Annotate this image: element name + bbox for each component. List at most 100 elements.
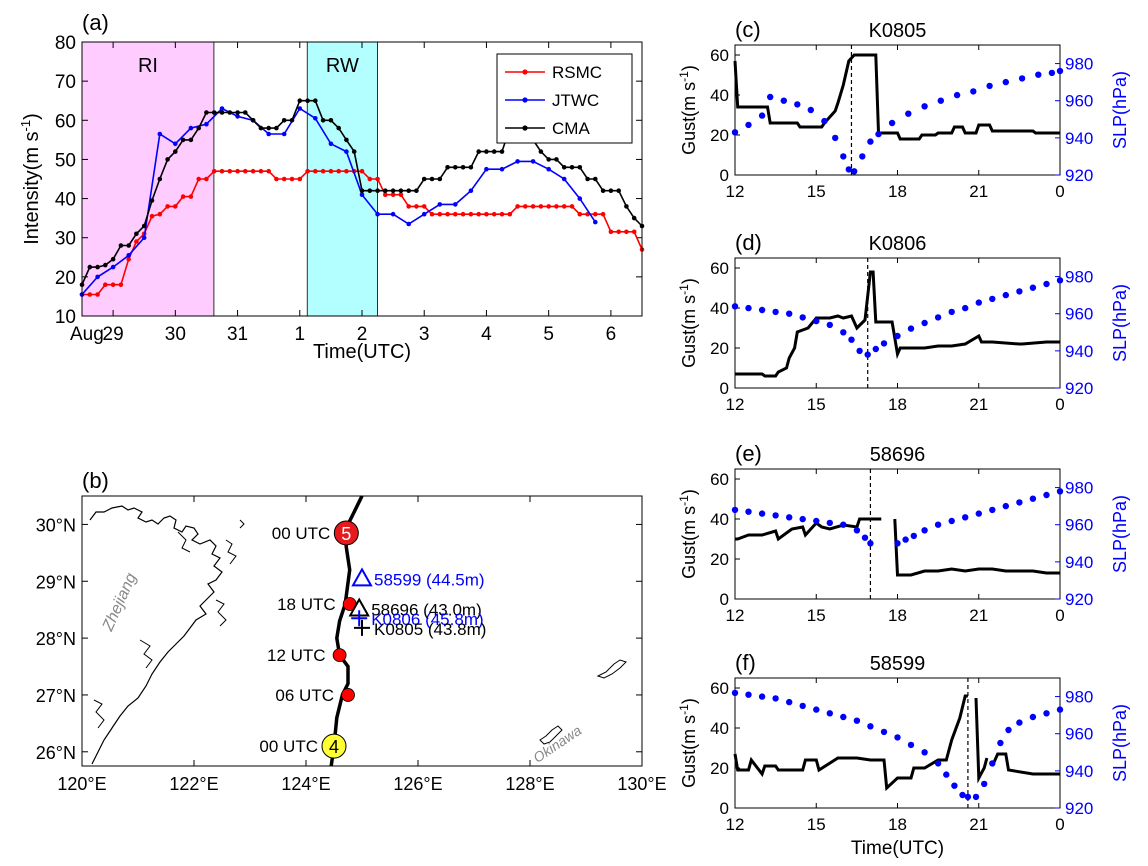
- a-point-jtwc: [235, 114, 240, 119]
- b-station-plus: [351, 610, 368, 627]
- f-slp-point: [907, 741, 915, 749]
- b-ytick-label: 30°N: [36, 515, 76, 535]
- f-ylabel-left-close: ): [679, 698, 699, 704]
- f-ylabel-left-main: Gust(m s: [679, 715, 699, 788]
- f-ytick-right-label: 920: [1065, 799, 1093, 818]
- a-point-rsmc: [173, 204, 178, 209]
- e-title: 58696: [870, 444, 926, 466]
- a-point-rsmc: [546, 204, 551, 209]
- d-ylabel-left-main: Gust(m s: [679, 295, 699, 368]
- e-ytick-right-label: 960: [1065, 516, 1093, 535]
- a-point-rsmc: [204, 176, 209, 182]
- a-point-cma: [219, 110, 225, 115]
- f-xlabel: Time(UTC): [851, 838, 944, 859]
- a-point-rsmc: [266, 168, 272, 174]
- a-point-cma: [180, 137, 186, 143]
- d-ytick-left-label: 60: [710, 259, 729, 278]
- a-point-jtwc: [499, 166, 505, 172]
- a-bands: RI RW: [81, 41, 378, 317]
- a-point-cma: [289, 118, 295, 123]
- a-point-jtwc: [375, 211, 380, 217]
- a-legend-label-jtwc: JTWC: [552, 91, 599, 110]
- a-point-rsmc: [616, 229, 621, 235]
- a-point-jtwc: [390, 211, 396, 217]
- a-point-jtwc: [219, 106, 225, 111]
- a-ytick-label: 80: [55, 33, 76, 54]
- a-band-ri: [81, 41, 215, 317]
- c-slp-point: [794, 101, 801, 108]
- c-frame: [734, 44, 1061, 176]
- c-xtick-label: 0: [1055, 182, 1064, 201]
- a-point-jtwc: [593, 219, 598, 225]
- c-slp-point: [845, 166, 852, 173]
- e-slp-point: [894, 540, 901, 547]
- f-slp-point: [786, 698, 793, 706]
- a-point-cma: [134, 231, 139, 237]
- b-ytick-label: 29°N: [36, 572, 76, 592]
- a-point-rsmc: [453, 211, 458, 217]
- b-ytick-label: 27°N: [36, 686, 76, 706]
- b-track-time-label: 06 UTC: [275, 686, 334, 705]
- a-point-rsmc: [336, 168, 342, 174]
- a-point-cma: [165, 157, 170, 162]
- a-point-jtwc: [141, 235, 147, 240]
- d-slp-point: [772, 308, 779, 316]
- a-point-cma: [561, 165, 567, 170]
- a-point-cma: [328, 118, 334, 123]
- d-slp-point: [921, 319, 928, 327]
- a-point-cma: [235, 110, 240, 115]
- a-point-rsmc: [554, 204, 559, 209]
- a-point-rsmc: [561, 204, 567, 209]
- a-point-cma: [569, 165, 575, 170]
- a-point-jtwc: [188, 125, 194, 131]
- e-slp-point: [799, 515, 806, 523]
- a-point-jtwc: [266, 131, 272, 137]
- c-title: K0805: [869, 20, 927, 42]
- e-slp-point: [813, 517, 820, 525]
- a-point-cma: [313, 98, 318, 103]
- c-slp-point: [745, 121, 752, 129]
- a-point-cma: [110, 256, 116, 262]
- d-slp-point: [826, 321, 833, 329]
- c-slp-point: [840, 153, 847, 160]
- a-point-rsmc: [103, 282, 108, 288]
- d-slp-point: [975, 299, 982, 306]
- a-point-cma: [585, 176, 590, 182]
- a-xtick-label: 6: [606, 324, 617, 345]
- d-xtick-label: 0: [1055, 395, 1064, 414]
- a-point-jtwc: [561, 176, 567, 182]
- a-point-cma: [406, 188, 412, 193]
- d-title: K0806: [869, 233, 927, 255]
- a-point-cma: [445, 165, 450, 170]
- f-slp-point: [880, 728, 888, 736]
- c-slp-point: [1056, 67, 1064, 75]
- a-point-cma: [414, 188, 419, 193]
- c-slp-point: [986, 82, 993, 90]
- a-point-rsmc: [429, 211, 435, 217]
- a-point-rsmc: [600, 211, 606, 217]
- a-xtick-label: 4: [481, 324, 492, 345]
- a-point-jtwc: [328, 141, 334, 147]
- a-point-cma: [484, 149, 489, 154]
- a-point-cma: [593, 176, 598, 182]
- f-frame: [734, 677, 1061, 809]
- f-xtick-label: 12: [726, 815, 745, 834]
- d-ylabel-left-sup: -1: [677, 284, 691, 295]
- c-xtick-label: 21: [969, 182, 988, 201]
- e-ylabel-left-sup: -1: [677, 495, 691, 506]
- a-point-cma: [468, 165, 474, 170]
- d-ytick-right-label: 960: [1065, 305, 1093, 324]
- a-point-cma: [476, 149, 482, 154]
- d-xtick-label: 12: [726, 395, 745, 414]
- e-slp-point: [1043, 491, 1050, 499]
- f-slp-point: [997, 739, 1004, 747]
- a-point-cma: [616, 188, 621, 193]
- d-gust-line: [735, 270, 1060, 378]
- b-station-triangle: [351, 567, 373, 587]
- a-point-cma: [87, 264, 93, 270]
- a-point-rsmc: [383, 192, 388, 197]
- b-track-time-label: 00 UTC: [272, 524, 331, 543]
- a-point-rsmc: [305, 168, 310, 174]
- c-slp-point: [807, 106, 814, 114]
